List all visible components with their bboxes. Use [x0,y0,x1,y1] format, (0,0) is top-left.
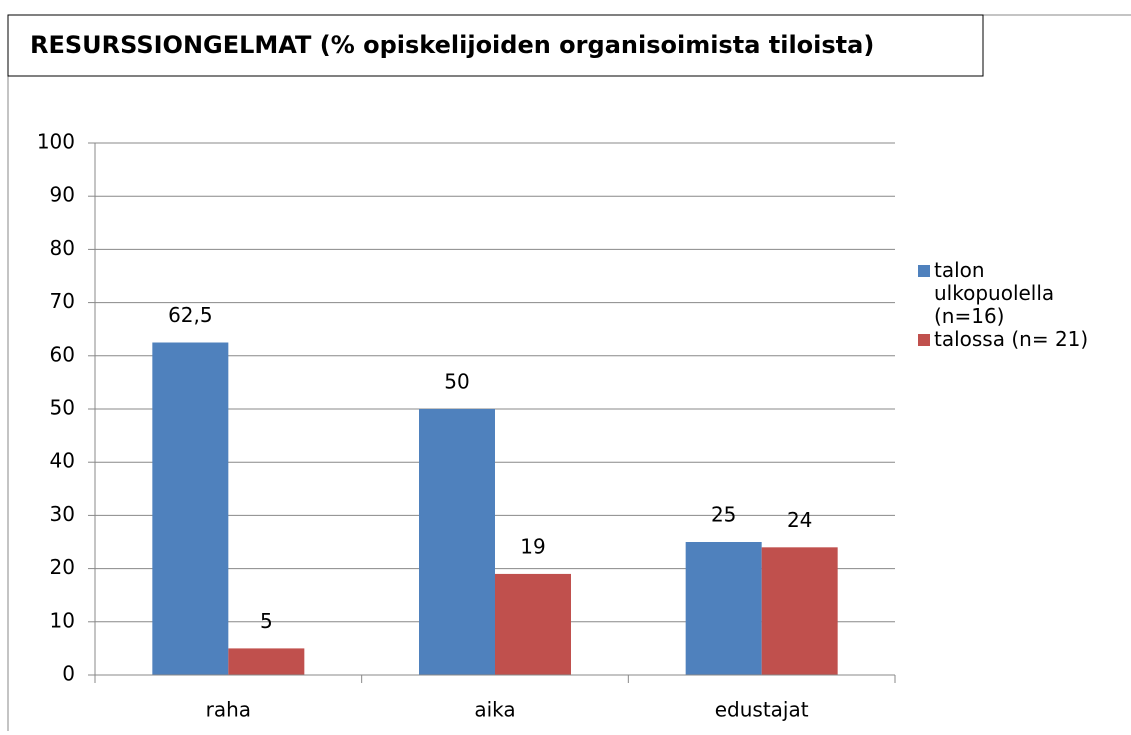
y-tick-label: 0 [62,662,75,686]
y-tick-label: 50 [50,396,75,420]
bar [761,547,838,675]
data-label: 62,5 [168,303,213,327]
x-tick-label: edustajat [715,698,809,722]
legend-swatch [918,265,930,277]
bar [419,409,495,675]
legend-swatch [918,334,930,346]
y-tick-label: 70 [50,289,75,313]
bar [495,573,571,675]
data-label: 5 [260,609,273,633]
legend-label: talon ulkopuolella (n=16) [934,258,1055,328]
bar [228,648,305,675]
data-label: 25 [711,503,736,527]
data-label: 24 [787,508,812,532]
y-tick-label: 20 [50,555,75,579]
y-tick-label: 30 [50,502,75,526]
y-tick-label: 40 [50,449,75,473]
data-label: 50 [444,370,469,394]
legend-item: talossa (n= 21) [918,328,1088,351]
title-box [7,14,984,77]
data-label: 19 [520,534,545,558]
y-tick-label: 80 [50,236,75,260]
y-tick-label: 10 [50,608,75,632]
y-tick-label: 90 [50,183,75,207]
legend-item: talon ulkopuolella (n=16) [918,259,1088,328]
x-tick-label: aika [474,698,515,722]
y-tick-label: 60 [50,342,75,366]
bar [685,542,762,675]
chart-title: RESURSSIONGELMAT (% opiskelijoiden organ… [30,31,874,59]
legend: talon ulkopuolella (n=16) talossa (n= 21) [918,259,1088,351]
legend-label: talossa (n= 21) [934,327,1089,351]
x-tick-label: raha [206,698,251,722]
y-tick-label: 100 [37,130,75,154]
bar [152,342,229,675]
